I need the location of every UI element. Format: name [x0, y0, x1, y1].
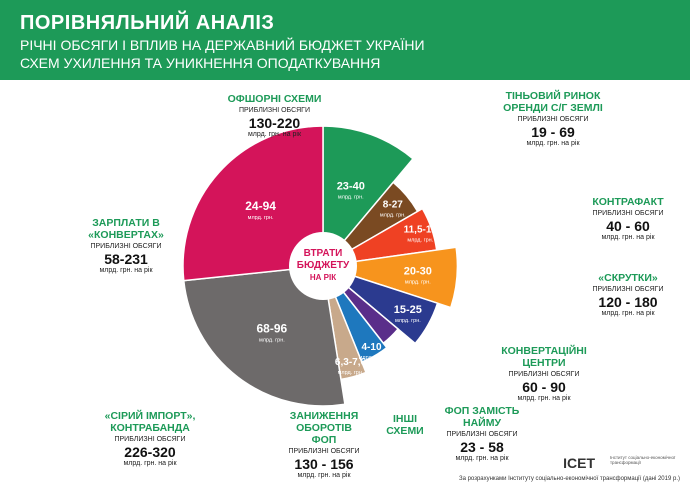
callout-unit: млрд. грн. на рік — [601, 310, 655, 318]
callout-envelope-salaries: ЗАРПЛАТИ В «КОНВЕРТАХ» ПРИБЛИЗНІ ОБСЯГИ … — [84, 217, 168, 275]
callout-approx: ПРИБЛИЗНІ ОБСЯГИ — [508, 371, 580, 379]
callout-counterfeit: КОНТРАФАКТ ПРИБЛИЗНІ ОБСЯГИ 40 - 60 млрд… — [578, 196, 678, 242]
callout-approx: ПРИБЛИЗНІ ОБСЯГИ — [517, 116, 589, 124]
pie-slice — [182, 265, 346, 407]
slice-unit-label: млрд. грн. — [380, 212, 406, 218]
callout-range: 19 - 69 — [531, 124, 575, 141]
callout-name: КОНТРАФАКТ — [592, 196, 664, 208]
callout-name: «СКРУТКИ» — [598, 272, 658, 284]
callout-unit: млрд. грн. на рік — [517, 395, 571, 403]
slice-unit-label: млрд. грн. — [359, 355, 385, 361]
slice-value-label: 4-10 — [362, 342, 382, 353]
callout-approx: ПРИБЛИЗНІ ОБСЯГИ — [90, 243, 162, 251]
slice-unit-label: млрд. грн. — [259, 338, 285, 344]
callout-unit: млрд. грн. на рік — [297, 472, 351, 480]
callout-fop-instead-hire: ФОП ЗАМІСТЬ НАЙМУ ПРИБЛИЗНІ ОБСЯГИ 23 - … — [438, 405, 526, 463]
callout-name: ЗАРПЛАТИ В «КОНВЕРТАХ» — [88, 217, 164, 242]
pie-slice — [182, 125, 324, 282]
slice-unit-label: млрд. грн. — [405, 279, 431, 285]
callout-range: 40 - 60 — [606, 218, 650, 235]
header-banner: ПОРІВНЯЛЬНИЙ АНАЛІЗ РІЧНІ ОБСЯГИ І ВПЛИВ… — [0, 0, 690, 80]
pie-center-label: БЮДЖЕТУ — [297, 260, 350, 271]
callout-approx: ПРИБЛИЗНІ ОБСЯГИ — [446, 431, 518, 439]
callout-range: 130-220 — [248, 115, 301, 132]
callout-approx: ПРИБЛИЗНІ ОБСЯГИ — [114, 436, 186, 444]
slice-value-label: 15-25 — [394, 304, 422, 316]
callout-unit: млрд. грн. на рік — [247, 131, 302, 139]
callout-range: 226-320 — [124, 444, 176, 461]
callout-land-rent: ТІНЬОВИЙ РИНОК ОРЕНДИ С/Г ЗЕМЛІ ПРИБЛИЗН… — [497, 90, 609, 148]
slice-value-label: 24-94 — [245, 199, 276, 213]
iset-logo: ІСЕТ — [563, 455, 595, 471]
pie-center-label: НА РІК — [310, 273, 336, 282]
callout-unit: млрд. грн. на рік — [526, 140, 580, 148]
callout-approx: ПРИБЛИЗНІ ОБСЯГИ — [592, 210, 664, 218]
slice-value-label: 11,5-16 — [404, 224, 438, 235]
slice-unit-label: млрд. грн. — [407, 237, 433, 243]
callout-range: 23 - 58 — [460, 439, 504, 456]
callout-range: 130 - 156 — [294, 456, 354, 473]
callout-grey-import: «СІРИЙ ІМПОРТ», КОНТРАБАНДА ПРИБЛИЗНІ ОБ… — [100, 410, 200, 468]
slice-value-label: 68-96 — [257, 322, 288, 336]
callout-unit: млрд. грн. на рік — [99, 267, 153, 275]
callout-fop-turnover: ЗАНИЖЕННЯ ОБОРОТІВ ФОП ПРИБЛИЗНІ ОБСЯГИ … — [284, 410, 364, 480]
callout-offshore: ОФШОРНІ СХЕМИ ПРИБЛИЗНІ ОБСЯГИ 130-220 м… — [222, 93, 327, 139]
slice-unit-label: млрд. грн. — [395, 318, 421, 324]
slice-unit-label: млрд. грн. — [338, 195, 364, 201]
callout-name: КОНВЕРТАЦІЙНІ ЦЕНТРИ — [501, 345, 587, 370]
callout-unit: млрд. грн. на рік — [601, 234, 655, 242]
pie-center-label: ВТРАТИ — [304, 248, 343, 259]
slice-unit-label: млрд. грн. — [248, 215, 274, 221]
callout-name: «СІРИЙ ІМПОРТ», КОНТРАБАНДА — [104, 410, 196, 435]
slice-value-label: 6,3-7,6 — [335, 357, 367, 368]
callout-approx: ПРИБЛИЗНІ ОБСЯГИ — [288, 448, 360, 456]
slice-value-label: 23-40 — [337, 181, 365, 193]
page-subtitle-line2: СХЕМ УХИЛЕННЯ ТА УНИКНЕННЯ ОПОДАТКУВАННЯ — [20, 55, 381, 71]
iset-logo-subtitle: Інститут соціально-економічної трансформ… — [610, 455, 676, 465]
callout-skrutky: «СКРУТКИ» ПРИБЛИЗНІ ОБСЯГИ 120 - 180 млр… — [574, 272, 682, 318]
slice-value-label: 8-27 — [383, 199, 403, 210]
pie-slice — [322, 125, 415, 269]
callout-range: 60 - 90 — [522, 379, 566, 396]
callout-other-schemes: ІНШІ СХЕМИ — [385, 413, 425, 437]
callout-approx: ПРИБЛИЗНІ ОБСЯГИ — [238, 107, 310, 115]
callout-unit: млрд. грн. на рік — [455, 455, 509, 463]
page-subtitle-line1: РІЧНІ ОБСЯГИ І ВПЛИВ НА ДЕРЖАВНИЙ БЮДЖЕТ… — [20, 37, 425, 53]
callout-unit: млрд. грн. на рік — [123, 460, 177, 468]
callout-approx: ПРИБЛИЗНІ ОБСЯГИ — [592, 286, 664, 294]
callout-name: ТІНЬОВИЙ РИНОК ОРЕНДИ С/Г ЗЕМЛІ — [503, 90, 603, 115]
callout-range: 58-231 — [104, 251, 148, 268]
source-note: За розрахунками Інституту соціально-екон… — [458, 476, 680, 482]
callout-name: ІНШІ СХЕМИ — [386, 413, 424, 438]
callout-name: ОФШОРНІ СХЕМИ — [227, 93, 322, 105]
callout-range: 120 - 180 — [598, 294, 658, 311]
slice-unit-label: млрд. грн. — [338, 370, 364, 376]
pie-center-disc — [289, 232, 357, 300]
page-title: ПОРІВНЯЛЬНИЙ АНАЛІЗ — [20, 12, 275, 34]
slice-value-label: 20-30 — [404, 265, 432, 277]
pie-slice — [322, 265, 439, 345]
callout-name: ЗАНИЖЕННЯ ОБОРОТІВ ФОП — [289, 410, 359, 447]
callout-name: ФОП ЗАМІСТЬ НАЙМУ — [444, 405, 520, 430]
callout-conversion-centers: КОНВЕРТАЦІЙНІ ЦЕНТРИ ПРИБЛИЗНІ ОБСЯГИ 60… — [494, 345, 594, 403]
